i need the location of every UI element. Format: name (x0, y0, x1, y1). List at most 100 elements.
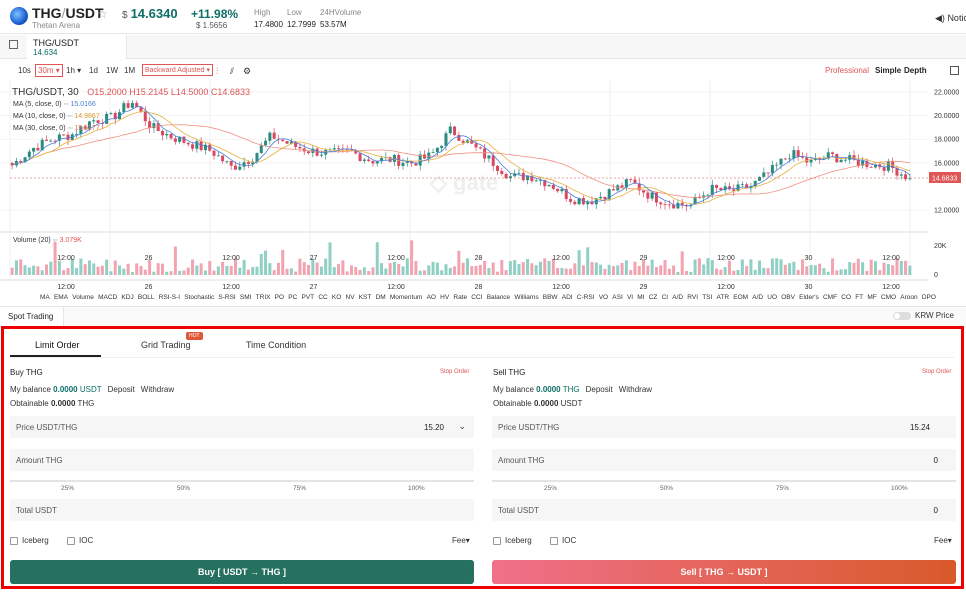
indicator-2[interactable]: Volume (72, 294, 94, 301)
indicator-8[interactable]: S-RSI (218, 294, 236, 301)
indicator-50[interactable]: DPO (921, 294, 936, 301)
indicator-icon[interactable]: ⫽ (230, 66, 235, 76)
sell-deposit-link[interactable]: Deposit (585, 385, 613, 394)
sell-withdraw-link[interactable]: Withdraw (618, 385, 653, 394)
indicator-6[interactable]: RSI-S-I (158, 294, 181, 301)
sell-stop-order[interactable]: Stop Order (922, 369, 952, 375)
sell-percent-slider[interactable] (492, 480, 956, 482)
indicator-22[interactable]: Rate (453, 294, 468, 301)
sell-iceberg-checkbox[interactable]: Iceberg (493, 536, 532, 545)
indicator-0[interactable]: MA (40, 294, 50, 301)
buy-fee-dropdown[interactable]: Fee▾ (452, 536, 470, 545)
indicator-16[interactable]: NV (345, 294, 355, 301)
pair-title[interactable]: THG/USDT (32, 5, 104, 21)
mode-simple[interactable]: Simple (875, 66, 902, 75)
indicator-43[interactable]: Elder's (799, 294, 819, 301)
mode-depth[interactable]: Depth (904, 66, 927, 75)
interval-1w[interactable]: 1W (106, 66, 118, 75)
ma5-legend[interactable]: MA (5, close, 0) ▫▫ 15.0166 (13, 101, 96, 108)
indicator-45[interactable]: CO (841, 294, 852, 301)
interval-1d[interactable]: 1d (89, 66, 98, 75)
indicator-44[interactable]: CMF (822, 294, 838, 301)
buy-total-input[interactable]: Total USDT (10, 499, 474, 521)
indicator-40[interactable]: A/D (752, 294, 764, 301)
sell-price-input[interactable]: Price USDT/THG 15.24 (492, 416, 956, 438)
notice-button[interactable]: ◀) Notic (935, 13, 966, 23)
indicator-7[interactable]: Stochastic (184, 294, 215, 301)
buy-ioc-checkbox[interactable]: IOC (67, 536, 93, 545)
settings-gear-icon[interactable]: ⚙ (243, 66, 252, 76)
indicator-5[interactable]: BOLL (137, 294, 155, 301)
buy-percent-slider[interactable] (10, 480, 474, 482)
indicator-10[interactable]: TRIX (255, 294, 271, 301)
indicator-42[interactable]: OBV (781, 294, 795, 301)
ma30-legend[interactable]: MA (30, close, 0) ▫▫ 15.5177 (13, 125, 100, 132)
buy-withdraw-link[interactable]: Withdraw (140, 385, 175, 394)
sell-total-input[interactable]: Total USDT 0 (492, 499, 956, 521)
indicator-31[interactable]: VI (626, 294, 634, 301)
indicator-30[interactable]: ASI (612, 294, 623, 301)
tab-limit-order[interactable]: Limit Order (35, 340, 80, 350)
indicator-21[interactable]: HV (440, 294, 450, 301)
tab-grid-trading[interactable]: Grid Trading (141, 340, 191, 350)
buy-pct-25[interactable]: 25% (61, 485, 75, 492)
indicator-1[interactable]: EMA (53, 294, 69, 301)
sell-amount-input[interactable]: Amount THG 0 (492, 449, 956, 471)
indicator-12[interactable]: PC (288, 294, 298, 301)
tab-time-condition[interactable]: Time Condition (246, 340, 307, 350)
indicator-25[interactable]: Williams (514, 294, 539, 301)
volume-legend[interactable]: Volume (20) ▫▫ 3.079K (13, 237, 82, 244)
indicator-3[interactable]: MACD (98, 294, 118, 301)
tab-spot-trading[interactable]: Spot Trading (0, 307, 64, 326)
interval-30m[interactable]: 30m ▾ (35, 64, 63, 77)
sell-pct-50[interactable]: 50% (660, 485, 674, 492)
indicator-4[interactable]: KDJ (121, 294, 134, 301)
buy-iceberg-checkbox[interactable]: Iceberg (10, 536, 49, 545)
indicator-28[interactable]: C-RSI (576, 294, 595, 301)
indicator-26[interactable]: BBW (542, 294, 558, 301)
buy-pct-50[interactable]: 50% (177, 485, 191, 492)
indicator-34[interactable]: CI (661, 294, 669, 301)
interval-10s[interactable]: 10s (18, 66, 31, 75)
indicator-32[interactable]: MI (637, 294, 645, 301)
indicator-14[interactable]: CC (318, 294, 328, 301)
sell-button[interactable]: Sell [ THG → USDT ] (492, 560, 956, 584)
indicator-20[interactable]: AO (426, 294, 436, 301)
indicator-41[interactable]: UO (767, 294, 778, 301)
krw-price-toggle[interactable]: KRW Price (893, 311, 954, 320)
interval-1h[interactable]: 1h ▾ (66, 66, 82, 75)
indicator-11[interactable]: PO (274, 294, 285, 301)
buy-amount-input[interactable]: Amount THG (10, 449, 474, 471)
chevron-down-icon[interactable]: ⌄ (458, 421, 466, 431)
indicator-47[interactable]: MF (867, 294, 877, 301)
indicator-33[interactable]: CZ (648, 294, 658, 301)
interval-1m[interactable]: 1M (124, 66, 136, 75)
toggle-switch[interactable] (893, 311, 911, 320)
buy-stop-order[interactable]: Stop Order (440, 369, 470, 375)
indicator-13[interactable]: PVT (301, 294, 315, 301)
indicator-48[interactable]: CMO (880, 294, 897, 301)
fullscreen-icon[interactable] (950, 66, 959, 75)
candle-type-icon[interactable]: ⫶ (216, 66, 219, 76)
sell-pct-75[interactable]: 75% (776, 485, 790, 492)
indicator-17[interactable]: KST (358, 294, 372, 301)
indicator-27[interactable]: ADI (561, 294, 573, 301)
indicator-18[interactable]: DM (375, 294, 386, 301)
sell-ioc-checkbox[interactable]: IOC (550, 536, 576, 545)
mode-professional[interactable]: Professional (825, 66, 870, 75)
tab-thg-usdt[interactable]: THG/USDT 14.634 (27, 35, 127, 59)
indicator-37[interactable]: TSI (702, 294, 713, 301)
indicator-36[interactable]: RVI (687, 294, 699, 301)
indicator-39[interactable]: EOM (733, 294, 749, 301)
layout-grid-icon[interactable] (9, 40, 18, 49)
indicator-23[interactable]: CCI (471, 294, 483, 301)
ma10-legend[interactable]: MA (10, close, 0) ▫▫ 14.9867 (13, 113, 100, 120)
buy-pct-100[interactable]: 100% (408, 485, 425, 492)
indicator-46[interactable]: FT (855, 294, 864, 301)
indicator-49[interactable]: Aroon (900, 294, 918, 301)
sell-fee-dropdown[interactable]: Fee▾ (934, 536, 952, 545)
sell-pct-25[interactable]: 25% (544, 485, 558, 492)
favorite-star-icon[interactable]: ☆ (97, 7, 108, 21)
buy-pct-75[interactable]: 75% (293, 485, 307, 492)
indicator-29[interactable]: VO (598, 294, 609, 301)
